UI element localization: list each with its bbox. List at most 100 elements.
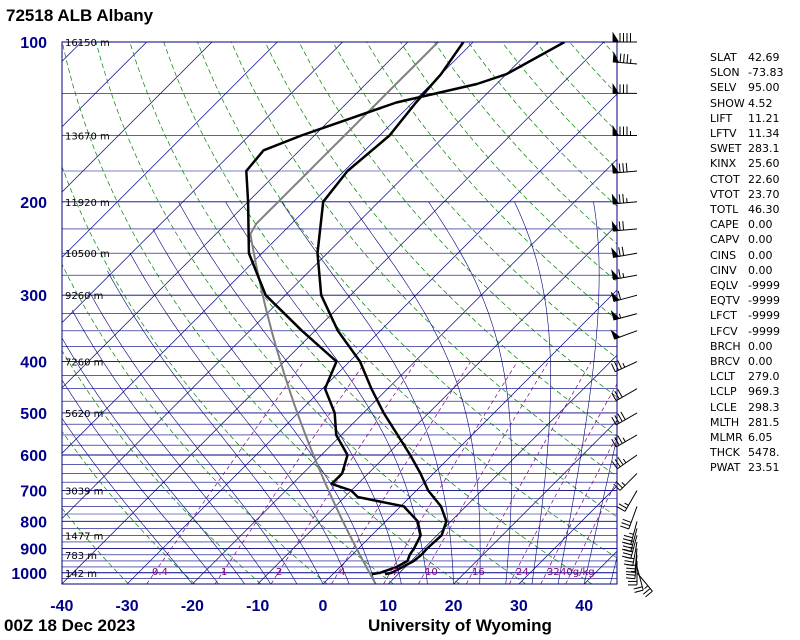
height-label: 10500 m [65,249,110,260]
moist-adiabat [610,555,617,584]
moist-adiabat [62,337,245,584]
wind-barb [616,490,638,512]
pressure-tick-label: 100 [20,35,47,52]
wind-barb [620,506,638,530]
wind-barb [611,388,638,402]
index-name: LFCV [710,324,738,338]
wind-barb [612,31,637,43]
temperature-tick-label: -40 [50,598,73,615]
wind-barb [611,193,638,205]
index-name: LIFT [710,111,733,125]
mixing-ratio-label: 1 [221,567,227,578]
mixing-ratio-line [270,361,417,584]
temperature-tick-label: 30 [510,598,528,615]
index-name: SELV [710,81,737,95]
isotherm [62,42,278,258]
index-row: SLAT 42.69 [710,50,783,65]
index-value: 11.21 [748,111,780,125]
mixing-ratio-line [146,361,304,584]
index-value: 0.00 [748,339,773,353]
index-name: EQLV [710,279,739,293]
index-row: EQLV -9999 [710,278,783,293]
index-name: SHOW [710,96,745,110]
dry-adiabat [230,42,617,477]
dry-adiabat [62,350,262,584]
index-row: LCLT 279.0 [710,369,783,384]
index-value: 0.00 [748,218,773,232]
dry-adiabat [62,583,63,584]
index-row: LIFT 11.21 [710,111,783,126]
pressure-tick-label: 600 [20,448,47,465]
index-value: 969.3 [748,385,780,399]
index-row: VTOT 23.70 [710,187,783,202]
isotherm [453,420,617,584]
index-value: 5478. [748,446,780,460]
wind-barb [636,572,653,598]
index-name: CAPV [710,233,740,247]
index-name: KINX [710,157,737,171]
wind-barb [613,473,638,491]
index-value: 0.00 [748,248,773,262]
index-value: 0.00 [748,233,773,247]
moist-adiabat [583,435,617,584]
dry-adiabat [62,263,328,584]
isotherm [388,354,617,584]
wind-barb [612,83,637,94]
dry-adiabat [95,42,526,584]
index-row: MLMR 6.05 [710,430,783,445]
index-name: LCLP [710,385,737,399]
index-value: 6.05 [748,431,773,445]
index-name: LFCT [710,309,737,323]
isotherm [322,289,617,584]
index-row: TOTL 46.30 [710,202,783,217]
wind-barb [610,290,638,302]
index-name: LFTV [710,127,737,141]
isotherm [62,42,474,454]
moist-adiabat [178,201,402,584]
dry-adiabat [62,507,129,584]
dry-adiabat [62,42,460,584]
dry-adiabat [197,42,617,518]
index-row: LFCV -9999 [710,324,783,339]
moist-adiabat [428,201,512,584]
mixing-ratio-line [214,361,366,584]
temperature-tick-label: 20 [445,598,463,615]
index-row: CAPE 0.00 [710,217,783,232]
index-name: CINV [710,263,737,277]
temperature-tick-label: 0 [319,598,328,615]
index-row: CINV 0.00 [710,263,783,278]
background-lines [62,42,617,584]
height-label: 11920 m [65,198,110,209]
wind-barb [611,220,638,232]
temperature-tick-label: -20 [181,598,204,615]
temperature-tick-label: 40 [575,598,593,615]
stability-indices: SLAT 42.69 SLON -73.83 SELV 95.00 SHOW 4.52 LIFT… [710,50,783,476]
mixing-ratio-line [508,383,617,584]
dry-adiabat [129,42,593,584]
index-name: BRCH [710,339,741,353]
mixing-ratio-label: 40g/kg [560,567,595,578]
index-name: TOTL [710,203,739,217]
height-label: 1477 m [65,531,103,542]
index-row: THCK 5478. [710,445,783,460]
isotherm [62,42,605,584]
moist-adiabat [71,309,272,584]
index-value: 42.69 [748,51,780,64]
mixing-ratio-label: 7 [392,567,398,578]
index-value: -9999 [748,309,780,323]
index-value: 279.0 [748,370,780,384]
moist-adiabat [152,228,376,584]
wind-barbs [610,31,653,598]
index-row: EQTV -9999 [710,293,783,308]
mixing-ratio-label: 4 [339,567,345,578]
wind-barb [611,269,638,280]
isotherm [62,42,409,389]
observation-time: 00Z 18 Dec 2023 [4,616,136,635]
height-label: 7260 m [65,358,103,369]
isobar-grid [62,41,617,585]
index-row: LFTV 11.34 [710,126,783,141]
index-value: 22.60 [748,172,780,186]
height-label: 9260 m [65,291,103,302]
index-value: 0.00 [748,263,773,277]
